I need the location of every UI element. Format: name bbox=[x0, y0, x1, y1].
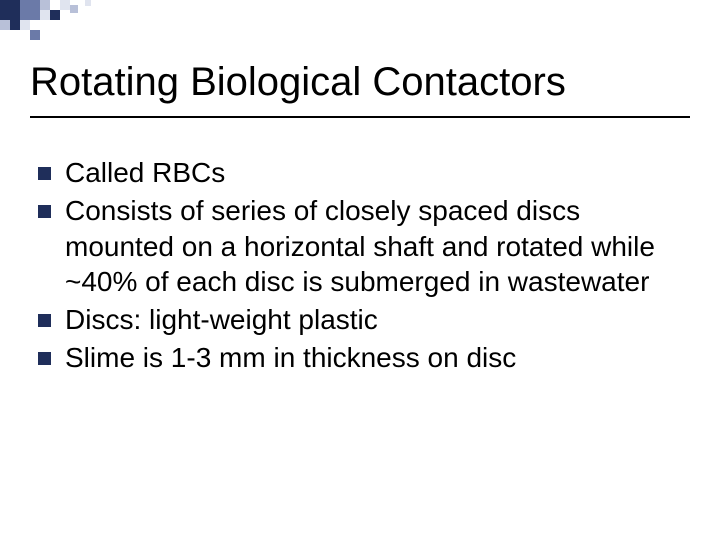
list-item: Consists of series of closely spaced dis… bbox=[38, 193, 690, 300]
bullet-marker-icon bbox=[38, 205, 51, 218]
bullet-text: Discs: light-weight plastic bbox=[65, 302, 378, 338]
list-item: Slime is 1-3 mm in thickness on disc bbox=[38, 340, 690, 376]
bullet-list: Called RBCs Consists of series of closel… bbox=[38, 155, 690, 378]
title-underline bbox=[30, 116, 690, 118]
bullet-marker-icon bbox=[38, 167, 51, 180]
bullet-marker-icon bbox=[38, 352, 51, 365]
bullet-text: Called RBCs bbox=[65, 155, 225, 191]
bullet-text: Slime is 1-3 mm in thickness on disc bbox=[65, 340, 516, 376]
corner-decoration bbox=[0, 0, 160, 40]
slide-title: Rotating Biological Contactors bbox=[30, 60, 566, 105]
list-item: Called RBCs bbox=[38, 155, 690, 191]
list-item: Discs: light-weight plastic bbox=[38, 302, 690, 338]
bullet-marker-icon bbox=[38, 314, 51, 327]
bullet-text: Consists of series of closely spaced dis… bbox=[65, 193, 690, 300]
